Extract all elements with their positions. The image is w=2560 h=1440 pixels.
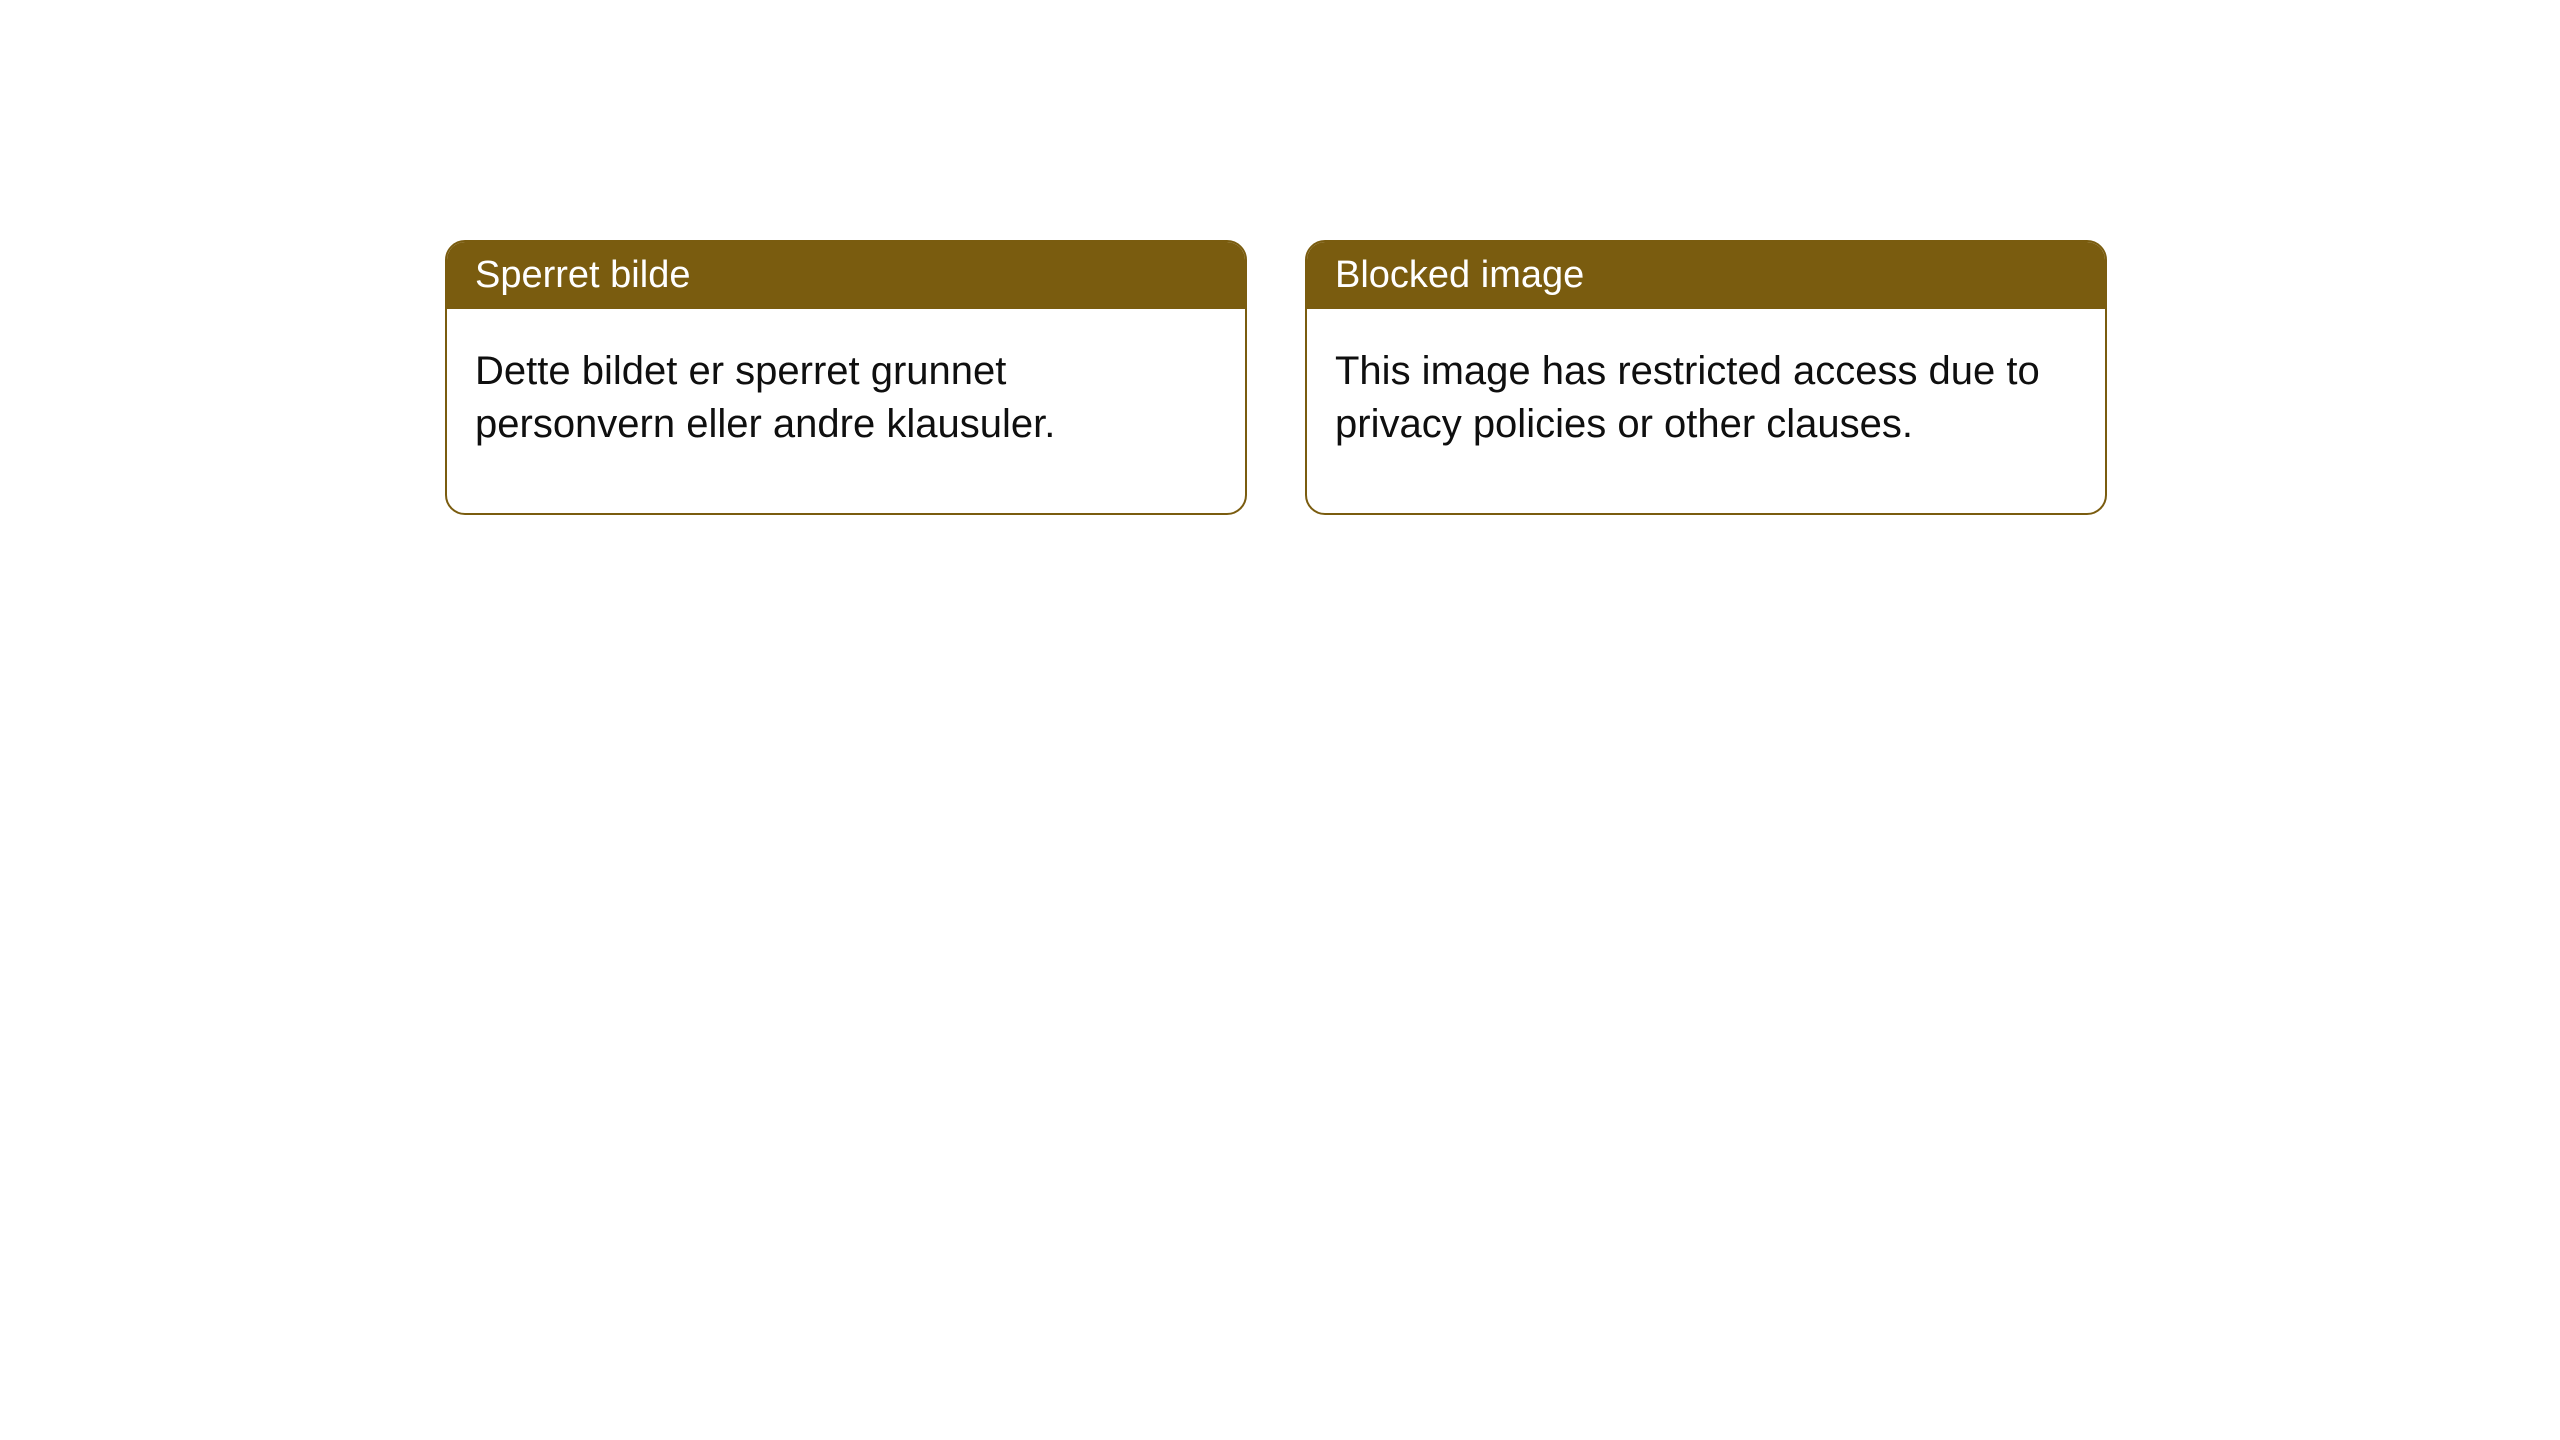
- blocked-image-card-no: Sperret bilde Dette bildet er sperret gr…: [445, 240, 1247, 515]
- card-header: Sperret bilde: [447, 242, 1245, 309]
- card-header: Blocked image: [1307, 242, 2105, 309]
- notice-cards-container: Sperret bilde Dette bildet er sperret gr…: [445, 240, 2107, 515]
- card-body: This image has restricted access due to …: [1307, 309, 2105, 513]
- blocked-image-card-en: Blocked image This image has restricted …: [1305, 240, 2107, 515]
- card-body: Dette bildet er sperret grunnet personve…: [447, 309, 1245, 513]
